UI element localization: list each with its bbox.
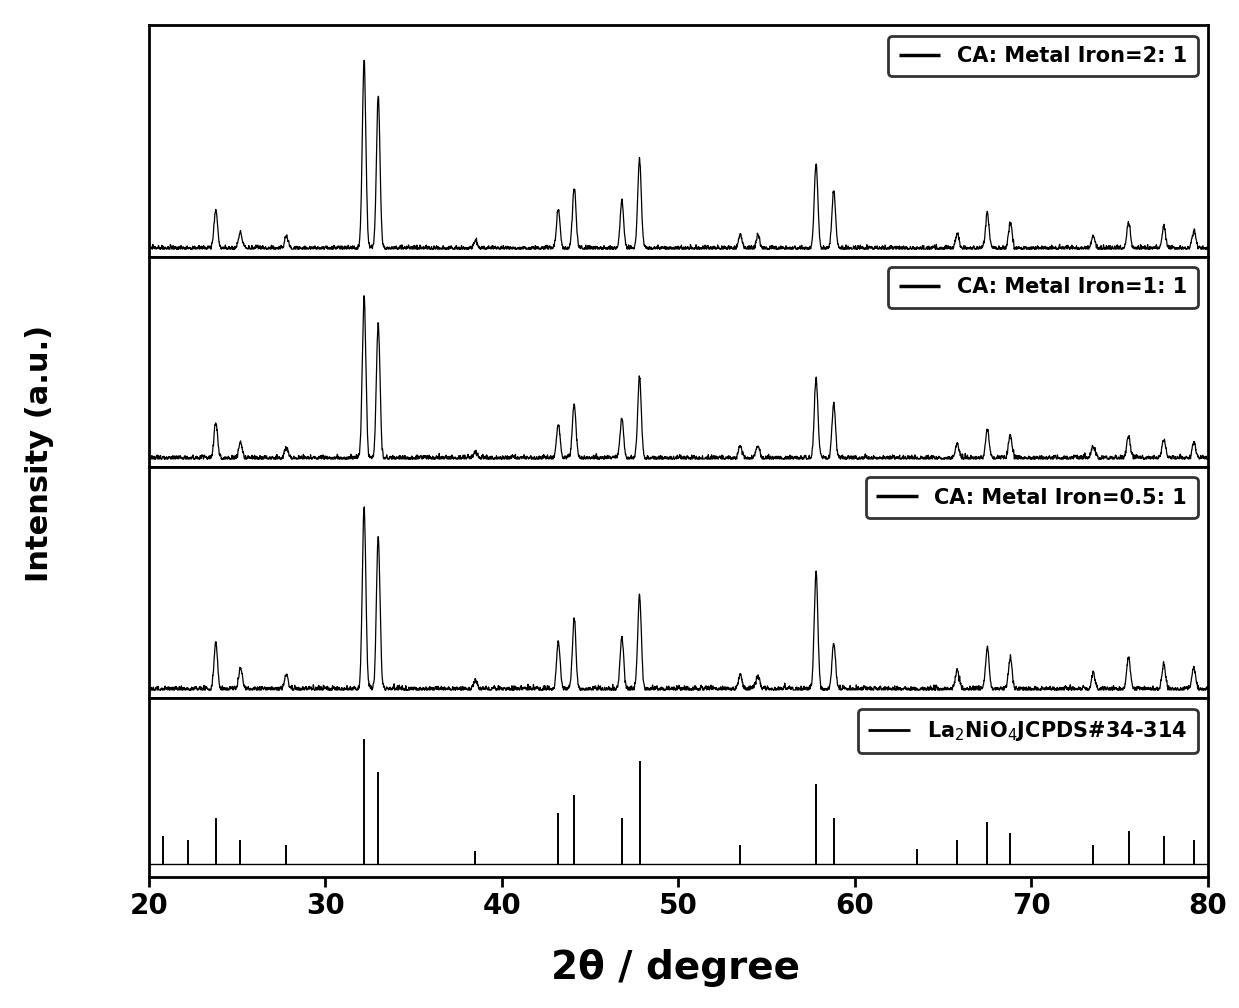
Legend: CA: Metal Iron=0.5: 1: CA: Metal Iron=0.5: 1 — [866, 477, 1198, 518]
Legend: La$_2$NiO$_4$JCPDS#34-314: La$_2$NiO$_4$JCPDS#34-314 — [857, 709, 1198, 753]
Text: 2θ / degree: 2θ / degree — [551, 949, 799, 987]
Legend: CA: Metal Iron=1: 1: CA: Metal Iron=1: 1 — [888, 267, 1198, 307]
Legend: CA: Metal Iron=2: 1: CA: Metal Iron=2: 1 — [888, 35, 1198, 77]
Text: Intensity (a.u.): Intensity (a.u.) — [25, 325, 55, 583]
